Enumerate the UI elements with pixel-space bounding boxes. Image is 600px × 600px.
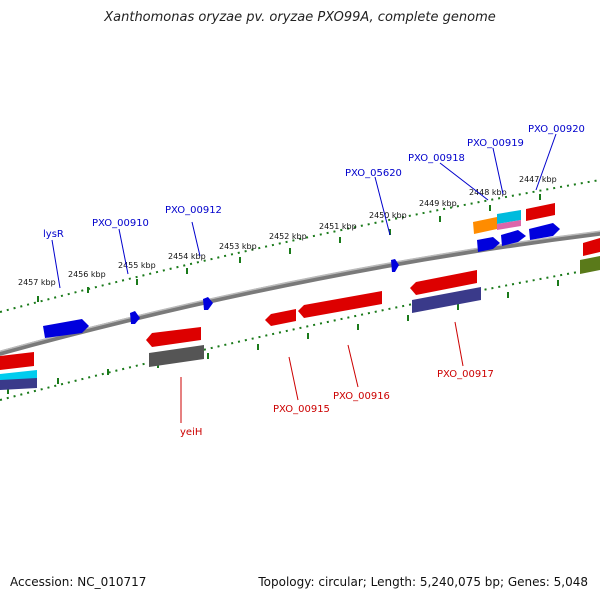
gene-label: yeiH bbox=[180, 427, 202, 438]
gene-pxo-00916 bbox=[298, 291, 382, 318]
gene-pxo-00918 bbox=[477, 237, 500, 252]
gene-pxo-00910 bbox=[130, 311, 140, 324]
tick-label: 2456 kbp bbox=[68, 270, 106, 279]
gene-yeiH bbox=[146, 327, 201, 347]
gene-pxo-00917-purple bbox=[412, 287, 481, 313]
gene-edge-olive bbox=[580, 256, 600, 274]
tick-label: 2448 kbp bbox=[469, 188, 507, 197]
reverse-gene-labels: PXO_00917 PXO_00916 PXO_00915 yeiH bbox=[180, 369, 494, 438]
reverse-genes[interactable] bbox=[0, 203, 600, 390]
tick-label: 2455 kbp bbox=[118, 261, 156, 270]
gene-label: PXO_00917 bbox=[437, 369, 494, 380]
gene-pxo-00915 bbox=[265, 309, 296, 326]
gene-pink bbox=[497, 220, 521, 230]
tick-label: 2452 kbp bbox=[269, 232, 307, 241]
gene-left-red bbox=[0, 352, 34, 370]
gene-label: PXO_00919 bbox=[467, 138, 524, 149]
gene-pxo-00912 bbox=[203, 297, 213, 310]
gene-label: PXO_05620 bbox=[345, 168, 402, 179]
outer-tick-track bbox=[0, 179, 600, 313]
map-title: Xanthomonas oryzae pv. oryzae PXO99A, co… bbox=[104, 10, 496, 25]
gene-label: PXO_00920 bbox=[528, 124, 585, 135]
gene-orange bbox=[473, 217, 497, 234]
gene-cyan bbox=[497, 210, 521, 224]
tick-label: 2447 kbp bbox=[519, 175, 557, 184]
forward-leaders bbox=[51, 133, 557, 289]
tick-label: 2457 kbp bbox=[18, 278, 56, 287]
gene-label: PXO_00915 bbox=[273, 404, 330, 415]
inner-tick-track bbox=[0, 267, 600, 401]
gene-pxo-00919 bbox=[501, 230, 526, 246]
gene-label: PXO_00916 bbox=[333, 391, 390, 402]
tick-label: 2453 kbp bbox=[219, 242, 257, 251]
kbp-tick-labels: 2447 kbp 2448 kbp 2449 kbp 2450 kbp 2451… bbox=[18, 175, 557, 287]
gene-label: lysR bbox=[43, 229, 64, 240]
gene-label: PXO_00910 bbox=[92, 218, 149, 229]
gene-lysR bbox=[43, 319, 89, 338]
forward-genes[interactable] bbox=[43, 210, 560, 338]
reverse-leaders bbox=[180, 321, 464, 423]
gene-left-purple bbox=[0, 378, 37, 390]
genome-backbone bbox=[0, 230, 600, 356]
gene-edge-red bbox=[583, 238, 600, 256]
tick-label: 2450 kbp bbox=[369, 211, 407, 220]
topology-text: Topology: circular; Length: 5,240,075 bp… bbox=[258, 575, 588, 589]
gene-pxo-00917 bbox=[410, 270, 477, 295]
gene-label: PXO_00912 bbox=[165, 205, 222, 216]
tick-label: 2451 kbp bbox=[319, 222, 357, 231]
accession-text: Accession: NC_010717 bbox=[10, 575, 147, 589]
gene-right-red bbox=[526, 203, 555, 221]
tick-label: 2454 kbp bbox=[168, 252, 206, 261]
gene-label: PXO_00918 bbox=[408, 153, 465, 164]
gene-pxo-00920 bbox=[529, 223, 560, 240]
tick-label: 2449 kbp bbox=[419, 199, 457, 208]
forward-gene-labels: PXO_00920 PXO_00919 PXO_00918 PXO_05620 … bbox=[43, 124, 585, 240]
gene-pxo-05620 bbox=[391, 259, 399, 272]
gene-yeiH-shadow bbox=[149, 345, 204, 367]
